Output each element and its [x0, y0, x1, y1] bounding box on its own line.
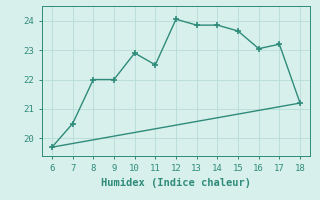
X-axis label: Humidex (Indice chaleur): Humidex (Indice chaleur)	[101, 178, 251, 188]
